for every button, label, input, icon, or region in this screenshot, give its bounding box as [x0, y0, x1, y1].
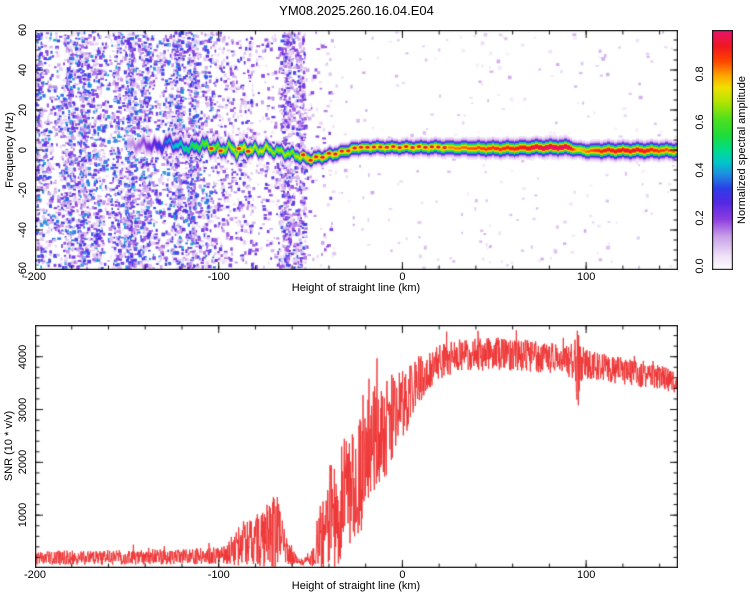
- colorbar-axis-label: Normalized spectral amplitude: [736, 76, 748, 224]
- spectrogram-y-tick-label: 60: [17, 23, 29, 37]
- colorbar-tick-label: 0.8: [694, 66, 706, 82]
- snr-y-tick-label: 3000: [17, 397, 29, 422]
- spectrogram-y-tick-label: -20: [17, 182, 29, 198]
- snr-x-tick-label: -200: [23, 569, 47, 581]
- spectrogram-canvas: [35, 30, 678, 270]
- spectrogram-x-tick-label: 0: [399, 271, 406, 283]
- snr-y-tick-label: 2000: [17, 450, 29, 475]
- spectrogram-y-tick-label: 20: [17, 103, 29, 117]
- snr-canvas: [35, 325, 678, 568]
- snr-y-axis-label: SNR (10 * v/v): [3, 410, 15, 482]
- snr-x-tick-label: -100: [207, 569, 230, 581]
- spectrogram-y-tick-label: -40: [17, 222, 29, 238]
- colorbar-canvas: [712, 30, 733, 270]
- spectrogram-y-axis-label: Frequency (Hz): [4, 112, 16, 188]
- spectrogram-x-tick-label: -100: [207, 271, 230, 283]
- page-title: YM08.2025.260.16.04.E04: [279, 3, 434, 18]
- spectrogram-x-tick-label: 100: [576, 271, 596, 283]
- colorbar-tick-label: 0.0: [694, 258, 706, 274]
- snr-x-tick-label: 0: [399, 569, 406, 581]
- spectrogram-x-axis-label: Height of straight line (km): [291, 282, 421, 294]
- snr-y-tick-label: 1000: [17, 502, 29, 528]
- spectrogram-x-tick-label: -200: [23, 271, 47, 283]
- snr-x-tick-label: 100: [576, 569, 596, 581]
- snr-x-axis-label: Height of straight line (km): [291, 580, 421, 592]
- colorbar-tick-label: 0.6: [694, 114, 706, 130]
- colorbar-tick-label: 0.4: [694, 162, 706, 178]
- colorbar-tick-label: 0.2: [694, 210, 706, 226]
- spectrogram-y-tick-label: 0: [17, 146, 29, 154]
- spectrogram-y-tick-label: 40: [17, 63, 29, 77]
- snr-y-tick-label: 4000: [17, 344, 29, 369]
